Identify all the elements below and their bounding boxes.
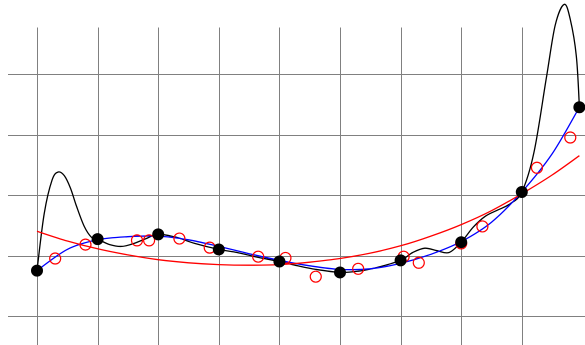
- series-lines: [36, 3, 581, 274]
- open-data-point: [49, 252, 62, 265]
- series-markers: [31, 101, 585, 283]
- grid: [8, 27, 585, 345]
- filled-data-point: [515, 185, 528, 198]
- open-data-point: [79, 238, 92, 251]
- black-curve: [36, 3, 581, 274]
- open-data-point: [412, 256, 425, 269]
- open-data-point: [130, 234, 144, 247]
- filled-data-point: [394, 254, 407, 267]
- open-data-point: [352, 262, 365, 275]
- filled-data-point: [212, 243, 225, 256]
- open-data-point: [252, 250, 265, 263]
- open-data-point: [143, 234, 156, 247]
- filled-data-point: [31, 264, 43, 277]
- open-data-point: [564, 131, 577, 144]
- open-data-point: [530, 161, 544, 174]
- blue-curve: [36, 106, 580, 272]
- open-data-point: [476, 220, 489, 233]
- open-data-point: [173, 232, 186, 245]
- red-curve: [36, 155, 580, 266]
- filled-data-point: [152, 228, 165, 241]
- filled-data-point: [455, 236, 468, 249]
- filled-data-point: [573, 101, 585, 114]
- open-data-point: [309, 270, 322, 283]
- filled-data-point: [273, 255, 286, 268]
- filled-data-point: [334, 266, 346, 279]
- filled-data-point: [91, 233, 104, 246]
